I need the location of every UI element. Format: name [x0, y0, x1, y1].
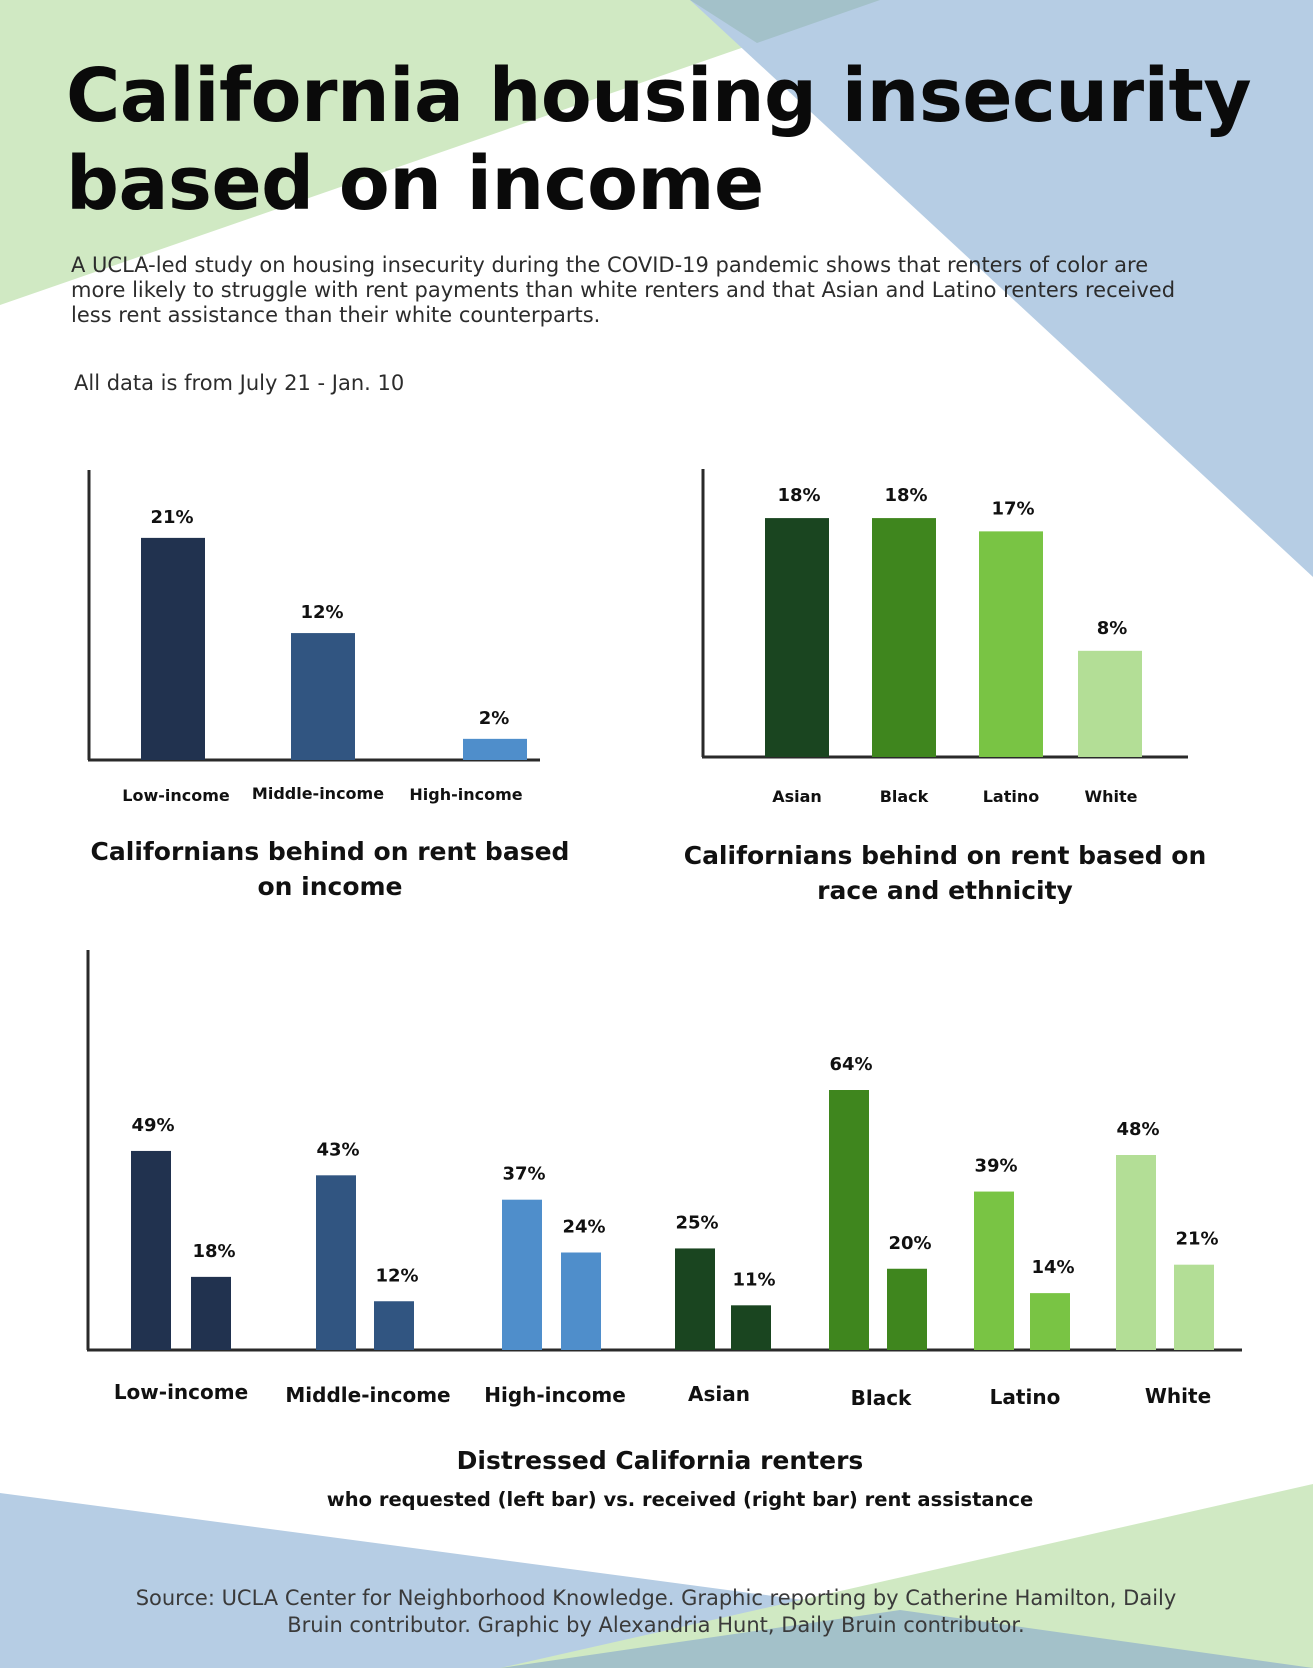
chart2-bar-black [872, 518, 936, 757]
chart2-category-label: White [1084, 787, 1137, 806]
chart1-value-label: 21% [150, 507, 193, 528]
intro-text: A UCLA-led study on housing insecurity d… [71, 253, 1176, 327]
chart3-value-label-received: 11% [732, 1269, 775, 1290]
chart3-value-label-received: 18% [192, 1241, 235, 1262]
chart1-category-label: High-income [409, 785, 522, 804]
chart2-value-label: 18% [777, 485, 820, 506]
chart3-bar-received-latino [1030, 1293, 1070, 1350]
bg-overlap-bottom [500, 1610, 1313, 1668]
chart3-bar-received-asian [731, 1305, 771, 1350]
chart3-value-label-requested: 25% [675, 1212, 718, 1233]
chart1-category-label: Middle-income [252, 784, 384, 803]
chart3-subtitle: who requested (left bar) vs. received (r… [326, 1488, 1034, 1511]
bg-blue-top-right [690, 0, 1313, 577]
chart2-title: Californians behind on rent based on rac… [683, 841, 1207, 905]
chart1-category-label: Low-income [122, 786, 230, 805]
chart3-category-label: White [1145, 1384, 1211, 1408]
chart1-bar-high-income [463, 738, 527, 760]
chart3-title: Distressed California renters [456, 1446, 864, 1475]
chart3-value-label-requested: 64% [829, 1054, 872, 1075]
chart2-value-label: 8% [1097, 618, 1128, 639]
chart3-bar-requested-white [1116, 1155, 1156, 1350]
chart2-bar-white [1078, 650, 1142, 757]
chart3-bar-received-middle-income [374, 1301, 414, 1350]
chart3-category-label: High-income [484, 1383, 626, 1407]
chart3-bar-received-white [1174, 1264, 1214, 1350]
chart2-value-label: 17% [991, 498, 1034, 519]
chart3-value-label-requested: 48% [1116, 1119, 1159, 1140]
data-period-note: All data is from July 21 - Jan. 10 [74, 371, 405, 395]
chart3-value-label-received: 12% [375, 1265, 418, 1286]
chart3-value-label-received: 20% [888, 1233, 931, 1254]
chart1-value-label: 12% [300, 602, 343, 623]
chart3-bar-requested-black [829, 1090, 869, 1350]
chart3-value-label-requested: 39% [974, 1156, 1017, 1177]
chart3-category-label: Low-income [114, 1380, 248, 1404]
chart3-bar-requested-latino [974, 1191, 1014, 1350]
chart3-value-label-requested: 43% [316, 1139, 359, 1160]
chart1-value-label: 2% [479, 708, 510, 729]
chart3-category-label: Latino [990, 1385, 1061, 1409]
chart3-bar-received-high-income [561, 1252, 601, 1350]
chart1-bar-low-income [141, 537, 205, 760]
chart3-bar-requested-asian [675, 1248, 715, 1350]
chart3-bar-received-low-income [191, 1276, 231, 1350]
chart3-value-label-received: 21% [1175, 1229, 1218, 1250]
chart3-value-label-requested: 49% [131, 1115, 174, 1136]
chart3-value-label-received: 14% [1031, 1257, 1074, 1278]
chart3-category-label: Middle-income [285, 1383, 450, 1407]
chart3-category-label: Asian [688, 1382, 750, 1406]
chart3-bar-requested-low-income [131, 1150, 171, 1350]
chart3-value-label-received: 24% [562, 1217, 605, 1238]
chart3-category-label: Black [851, 1386, 912, 1410]
chart2-category-label: Asian [772, 787, 822, 806]
bg-green-top-left [0, 0, 880, 305]
source-credit: Source: UCLA Center for Neighborhood Kno… [135, 1586, 1177, 1637]
bg-overlap-top [690, 0, 880, 43]
chart3-bar-requested-middle-income [316, 1175, 356, 1350]
chart2-value-label: 18% [884, 485, 927, 506]
chart3-value-label-requested: 37% [502, 1164, 545, 1185]
chart2-category-label: Black [880, 787, 929, 806]
chart2-category-label: Latino [983, 787, 1040, 806]
page-title: California housing insecurity based on i… [66, 53, 1252, 227]
bg-green-bottom-right [500, 1484, 1313, 1668]
chart3-bar-requested-high-income [502, 1199, 542, 1350]
chart3-bar-received-black [887, 1268, 927, 1350]
chart2-bar-asian [765, 518, 829, 757]
chart2-bar-latino [979, 531, 1043, 757]
chart1-bar-middle-income [291, 633, 355, 760]
chart1-title: Californians behind on rent based on inc… [90, 837, 570, 901]
